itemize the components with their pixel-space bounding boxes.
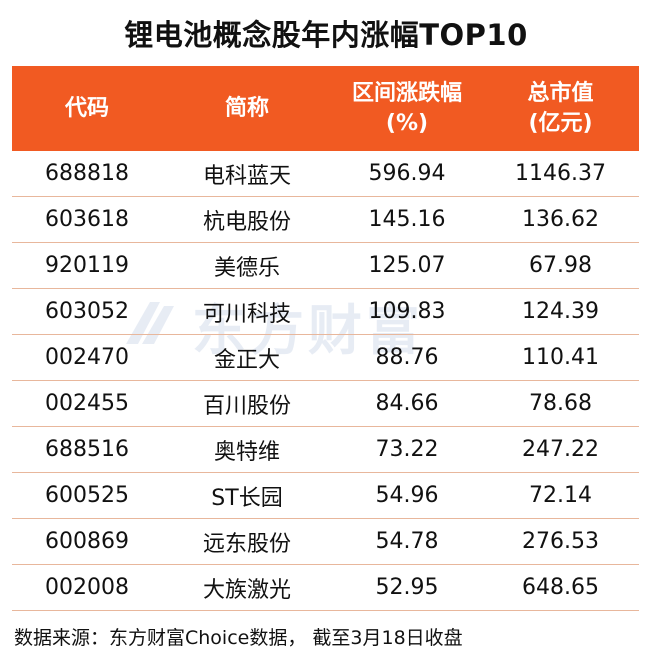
table-body: 688818 电科蓝天 596.94 1146.37 603618 杭电股份 145.16 1…: [12, 151, 639, 611]
cell-name: 杭电股份: [162, 196, 332, 243]
cell-change: 109.83: [332, 288, 482, 335]
header-change-unit: (%): [385, 110, 429, 136]
cell-market-cap: 110.41: [482, 334, 639, 381]
cell-change: 84.66: [332, 380, 482, 427]
data-table: 代码 简称 区间涨跌幅 (%) 总市值 (亿元) 688818 电科蓝天 596.9…: [12, 66, 639, 611]
cell-market-cap: 67.98: [482, 242, 639, 289]
page-title: 锂电池概念股年内涨幅TOP10: [124, 18, 528, 52]
cell-change: 73.22: [332, 426, 482, 473]
cell-name: 大族激光: [162, 564, 332, 611]
header-market-cap: 总市值 (亿元): [482, 66, 639, 151]
table-header-row: 代码 简称 区间涨跌幅 (%) 总市值 (亿元): [12, 66, 639, 151]
cell-code: 002008: [12, 564, 162, 611]
table-row: 002470 金正大 88.76 110.41: [12, 334, 639, 381]
cell-code: 603618: [12, 196, 162, 243]
cell-change: 88.76: [332, 334, 482, 381]
cell-name: 电科蓝天: [162, 151, 332, 197]
cell-market-cap: 1146.37: [482, 151, 639, 197]
header-code: 代码: [12, 66, 162, 151]
cell-name: 美德乐: [162, 242, 332, 289]
table-row: 603052 可川科技 109.83 124.39: [12, 288, 639, 335]
cell-name: 奥特维: [162, 426, 332, 473]
cell-code: 920119: [12, 242, 162, 289]
table-row: 688516 奥特维 73.22 247.22: [12, 426, 639, 473]
cell-name: 可川科技: [162, 288, 332, 335]
cell-name: 金正大: [162, 334, 332, 381]
source-note: 数据来源：东方财富Choice数据， 截至3月18日收盘: [14, 627, 463, 649]
cell-name: ST长园: [162, 472, 332, 519]
cell-market-cap: 78.68: [482, 380, 639, 427]
cell-change: 145.16: [332, 196, 482, 243]
cell-name: 百川股份: [162, 380, 332, 427]
cell-code: 600525: [12, 472, 162, 519]
header-market-cap-unit: (亿元): [528, 110, 593, 136]
cell-code: 002470: [12, 334, 162, 381]
cell-code: 688818: [12, 151, 162, 197]
cell-name: 远东股份: [162, 518, 332, 565]
cell-change: 54.96: [332, 472, 482, 519]
table-row: 002008 大族激光 52.95 648.65: [12, 564, 639, 611]
table-row: 600869 远东股份 54.78 276.53: [12, 518, 639, 565]
cell-market-cap: 247.22: [482, 426, 639, 473]
table-row: 600525 ST长园 54.96 72.14: [12, 472, 639, 519]
header-change-label: 区间涨跌幅: [351, 80, 462, 106]
cell-change: 54.78: [332, 518, 482, 565]
header-market-cap-label: 总市值: [527, 80, 594, 106]
cell-market-cap: 276.53: [482, 518, 639, 565]
cell-market-cap: 648.65: [482, 564, 639, 611]
cell-code: 002455: [12, 380, 162, 427]
cell-market-cap: 136.62: [482, 196, 639, 243]
cell-market-cap: 72.14: [482, 472, 639, 519]
table-row: 688818 电科蓝天 596.94 1146.37: [12, 151, 639, 197]
header-change: 区间涨跌幅 (%): [332, 66, 482, 151]
cell-code: 688516: [12, 426, 162, 473]
cell-change: 596.94: [332, 151, 482, 197]
table-row: 002455 百川股份 84.66 78.68: [12, 380, 639, 427]
cell-code: 600869: [12, 518, 162, 565]
cell-market-cap: 124.39: [482, 288, 639, 335]
table-row: 603618 杭电股份 145.16 136.62: [12, 196, 639, 243]
cell-change: 52.95: [332, 564, 482, 611]
cell-code: 603052: [12, 288, 162, 335]
header-name: 简称: [162, 66, 332, 151]
cell-change: 125.07: [332, 242, 482, 289]
table-row: 920119 美德乐 125.07 67.98: [12, 242, 639, 289]
